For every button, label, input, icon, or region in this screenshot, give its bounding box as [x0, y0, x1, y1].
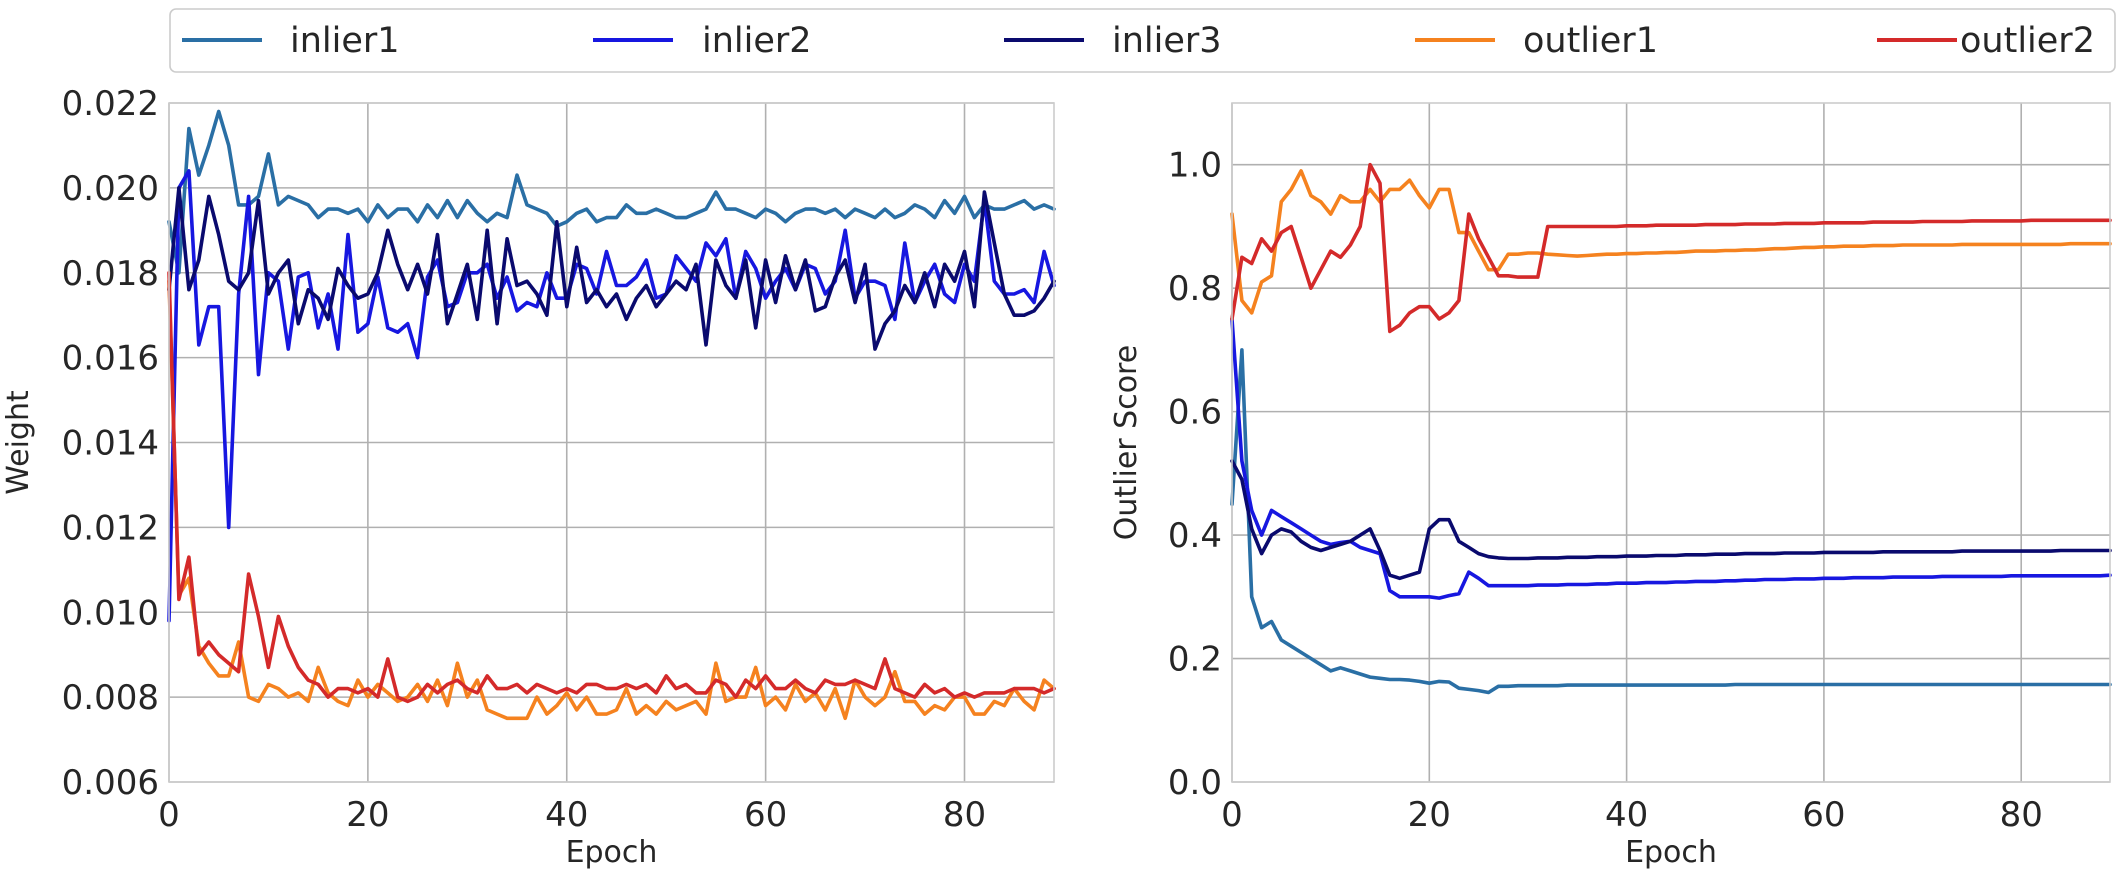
weight-chart-ytick-label: 0.006 — [62, 763, 159, 803]
weight-chart-xtick-label: 80 — [943, 795, 986, 835]
weight-chart-ytick-label: 0.012 — [62, 508, 159, 548]
outlier-score-chart-xtick-label: 40 — [1605, 795, 1648, 835]
legend-entry-outlier1: outlier1 — [1415, 21, 1658, 61]
weight-chart-ytick-label: 0.022 — [62, 84, 159, 124]
outlier-score-chart-line-outlier1 — [1230, 169, 2112, 315]
weight-chart-yticks: 0.006 0.008 0.010 0.012 0.014 0.016 0.018 0.020… — [62, 84, 159, 803]
outlier-score-chart-line-inlier1 — [1230, 348, 2112, 695]
weight-chart-line-inlier3 — [167, 186, 1056, 351]
outlier-score-chart-ytick-label: 0.4 — [1168, 516, 1222, 556]
outlier-score-chart-line-inlier3 — [1230, 459, 2112, 581]
weight-chart-xticks: 0 20 40 60 80 — [158, 795, 986, 835]
weight-chart-xtick-label: 60 — [744, 795, 787, 835]
weight-chart-line-outlier1 — [167, 279, 1056, 721]
weight-chart-xtick-label: 40 — [545, 795, 588, 835]
legend: inlier1 inlier2 inlier3 outlier1 outlier… — [169, 8, 2116, 73]
outlier-score-chart-line-inlier2 — [1230, 317, 2112, 600]
weight-chart-ytick-label: 0.014 — [62, 424, 159, 464]
outlier-score-chart-xtick-label: 0 — [1221, 795, 1243, 835]
legend-entry-inlier1: inlier1 — [182, 21, 400, 61]
outlier-score-chart-ytick-label: 0.0 — [1168, 763, 1222, 803]
weight-chart-ytick-label: 0.020 — [62, 169, 159, 209]
outlier-score-chart-series — [1230, 162, 2112, 695]
weight-chart-xlabel: Epoch — [566, 835, 658, 870]
outlier-score-chart-frame — [1231, 102, 2111, 783]
weight-chart-frame — [168, 102, 1055, 783]
legend-label-inlier3: inlier3 — [1112, 21, 1222, 61]
weight-chart-ytick-label: 0.008 — [62, 678, 159, 718]
weight-chart-line-inlier1 — [167, 109, 1056, 275]
legend-label-inlier1: inlier1 — [290, 21, 400, 61]
outlier-score-chart: 0.0 0.2 0.4 0.6 0.8 1.0 0 20 40 60 80 Epoch Outli… — [1109, 102, 2112, 870]
weight-chart-line-outlier2 — [167, 270, 1056, 704]
outlier-score-chart-xtick-label: 60 — [1802, 795, 1845, 835]
legend-label-outlier2: outlier2 — [1960, 21, 2095, 61]
weight-chart-ytick-label: 0.010 — [62, 593, 159, 633]
outlier-score-chart-ytick-label: 0.2 — [1168, 640, 1222, 680]
outlier-score-chart-xtick-label: 80 — [2000, 795, 2043, 835]
legend-label-inlier2: inlier2 — [702, 21, 812, 61]
legend-entry-inlier2: inlier2 — [593, 21, 812, 61]
outlier-score-chart-xtick-label: 20 — [1408, 795, 1451, 835]
outlier-score-chart-ytick-label: 0.8 — [1168, 269, 1222, 309]
weight-chart-xtick-label: 0 — [158, 795, 180, 835]
outlier-score-chart-ytick-label: 1.0 — [1168, 146, 1222, 186]
weight-chart-ytick-label: 0.018 — [62, 254, 159, 294]
weight-chart-ylabel: Weight — [1, 390, 36, 495]
legend-entry-outlier2: outlier2 — [1877, 21, 2095, 61]
weight-chart-ytick-label: 0.016 — [62, 339, 159, 379]
outlier-score-chart-ylabel: Outlier Score — [1109, 345, 1144, 540]
outlier-score-chart-yticks: 0.0 0.2 0.4 0.6 0.8 1.0 — [1168, 146, 1222, 803]
outlier-score-chart-line-outlier2 — [1230, 162, 2112, 334]
weight-chart: 0.006 0.008 0.010 0.012 0.014 0.016 0.018 0.020… — [1, 84, 1056, 870]
legend-frame — [169, 8, 2116, 73]
legend-entry-inlier3: inlier3 — [1004, 21, 1222, 61]
outlier-score-chart-xticks: 0 20 40 60 80 — [1221, 795, 2043, 835]
weight-chart-xtick-label: 20 — [346, 795, 389, 835]
weight-chart-line-inlier2 — [167, 169, 1056, 623]
weight-chart-series — [167, 109, 1056, 721]
outlier-score-chart-xlabel: Epoch — [1625, 835, 1717, 870]
legend-label-outlier1: outlier1 — [1523, 21, 1658, 61]
outlier-score-chart-ytick-label: 0.6 — [1168, 393, 1222, 433]
